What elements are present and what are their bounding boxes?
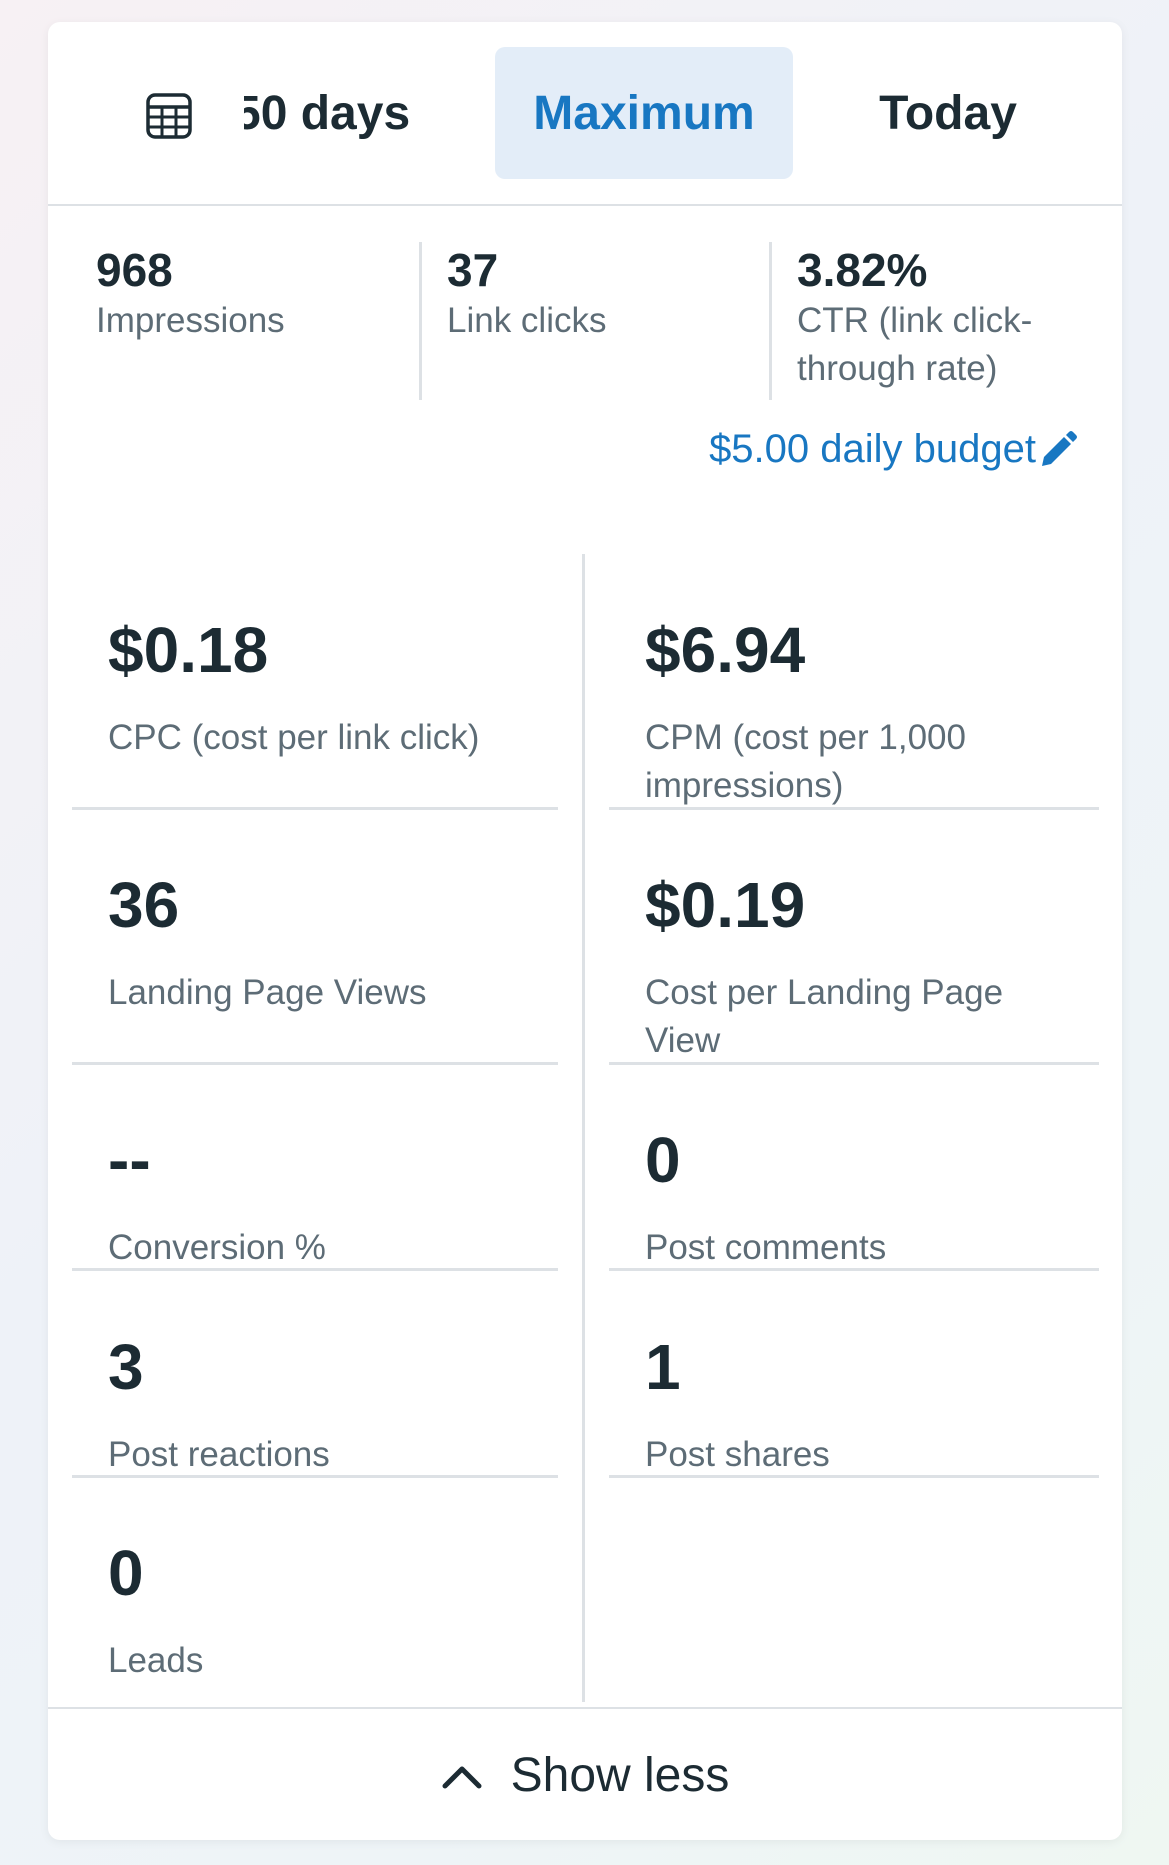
tab-maximum-label: Maximum [533,86,755,140]
date-range-selector: 50 days Maximum Today [48,22,1122,206]
row-divider [72,1268,558,1271]
metric-label: CPC (cost per link click) [108,718,480,757]
summary-label: CTR (link click-through rate) [797,300,1033,388]
metric-cpc: $0.18 CPC (cost per link click) [108,618,548,762]
summary-ctr: 3.82% CTR (link click-through rate) [797,244,1067,393]
metric-label: Landing Page Views [108,973,427,1012]
row-divider [609,1475,1099,1478]
row-divider [72,807,558,810]
tab-30-days-label: 50 days [244,86,411,140]
metric-post-shares: 1 Post shares [645,1335,1085,1479]
summary-label: Impressions [96,300,285,340]
show-less-button[interactable]: Show less [48,1707,1122,1840]
summary-label: Link clicks [447,300,607,340]
row-divider [609,807,1099,810]
metric-cost-per-landing-page-view: $0.19 Cost per Landing Page View [645,873,1085,1065]
summary-link-clicks: 37 Link clicks [447,244,737,345]
calendar-button[interactable] [133,82,205,154]
metric-label: Conversion % [108,1228,326,1267]
summary-divider [769,242,772,400]
metric-post-reactions: 3 Post reactions [108,1335,548,1479]
row-divider [609,1062,1099,1065]
metric-post-comments: 0 Post comments [645,1128,1085,1272]
row-divider [609,1268,1099,1271]
summary-value: 968 [96,244,173,296]
metric-conversion: -- Conversion % [108,1128,548,1272]
metric-value: 3 [108,1331,144,1403]
calendar-table-icon [146,92,192,144]
metric-value: $0.19 [645,869,806,941]
metric-leads: 0 Leads [108,1541,548,1685]
summary-value: 37 [447,244,499,296]
summary-impressions: 968 Impressions [96,244,386,345]
metric-value: 36 [108,869,180,941]
tab-maximum[interactable]: Maximum [495,47,793,179]
metric-landing-page-views: 36 Landing Page Views [108,873,548,1017]
metric-value: 0 [645,1124,681,1196]
row-divider [72,1062,558,1065]
tab-30-days[interactable]: 50 days [244,47,484,179]
pencil-icon [1038,430,1078,470]
chevron-up-icon [441,1762,483,1790]
daily-budget-link[interactable]: $5.00 daily budget [709,427,1078,472]
metric-label: Cost per Landing Page View [645,973,1004,1060]
metric-label: Leads [108,1641,204,1680]
metric-value: $6.94 [645,614,806,686]
column-divider [582,554,585,1702]
show-less-label: Show less [510,1749,730,1802]
metric-label: Post shares [645,1435,830,1474]
ad-results-card: 50 days Maximum Today 968 Impressions 37… [48,22,1122,1840]
metric-label: CPM (cost per 1,000 impressions) [645,718,966,805]
metric-label: Post reactions [108,1435,330,1474]
metric-cpm: $6.94 CPM (cost per 1,000 impressions) [645,618,1085,810]
row-divider [72,1475,558,1478]
tab-today-label: Today [879,86,1017,140]
metric-label: Post comments [645,1228,887,1267]
metric-value: 0 [108,1537,144,1609]
metric-value: -- [108,1124,151,1196]
metric-value: 1 [645,1331,681,1403]
daily-budget-label: $5.00 daily budget [709,427,1036,471]
summary-divider [419,242,422,400]
summary-value: 3.82% [797,244,928,296]
metric-value: $0.18 [108,614,269,686]
tab-today[interactable]: Today [828,47,1068,179]
